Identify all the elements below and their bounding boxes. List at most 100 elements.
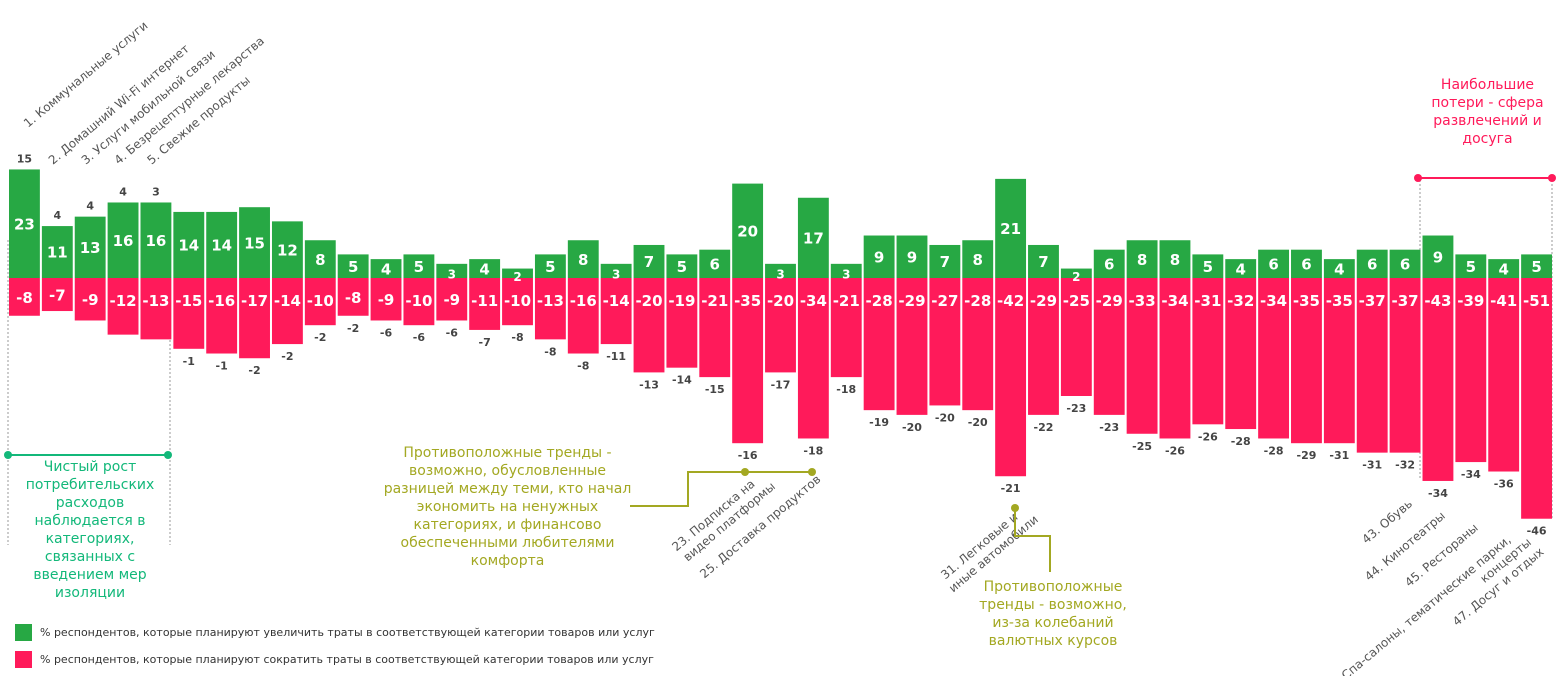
bar-decrease-label: -14	[603, 292, 630, 310]
bar-increase	[765, 263, 796, 278]
bar-decrease	[600, 278, 632, 345]
bar-decrease-label: -35	[1293, 292, 1320, 310]
annotation-dot	[1011, 504, 1019, 512]
bar-increase	[1323, 259, 1355, 278]
bar-increase	[1389, 249, 1421, 278]
bar-decrease-label: -10	[405, 292, 432, 310]
net-label: -34	[1461, 468, 1481, 481]
bar-decrease-label: -17	[241, 292, 268, 310]
bar-decrease	[995, 278, 1027, 477]
bar-increase-label: 8	[973, 251, 983, 269]
net-label: -25	[1132, 440, 1152, 453]
bar-increase-label: 7	[1038, 253, 1048, 271]
bar-increase-label: 2	[1072, 270, 1080, 284]
bar-decrease-label: -15	[175, 292, 202, 310]
bar-increase	[370, 259, 402, 278]
bar-decrease-label: -41	[1490, 292, 1517, 310]
net-label: 4	[53, 209, 61, 222]
category-label: 44. Кинотеатры	[1362, 509, 1448, 584]
bar-increase	[304, 240, 336, 278]
bar-increase	[9, 169, 40, 278]
bar-increase	[534, 254, 566, 278]
bar-decrease	[41, 278, 73, 312]
bar-decrease-label: -21	[701, 292, 728, 310]
bar-decrease	[1323, 278, 1355, 444]
bar-increase-label: 3	[612, 267, 620, 281]
bar-increase-label: 8	[1170, 251, 1180, 269]
bar-increase-label: 20	[737, 223, 758, 241]
bar-increase	[995, 178, 1027, 278]
annotation-left: Чистый рост потребительских расходов наб…	[25, 459, 155, 601]
bar-increase-label: 12	[277, 241, 298, 259]
bar-decrease	[436, 278, 468, 321]
bar-increase	[797, 197, 829, 278]
bar-increase	[1126, 240, 1158, 278]
net-label: -16	[738, 449, 758, 462]
bar-increase-label: 2	[513, 270, 521, 284]
net-label: -23	[1099, 421, 1119, 434]
bar-decrease	[896, 278, 928, 415]
bar-decrease-label: -7	[49, 287, 66, 305]
net-label: -31	[1362, 459, 1382, 472]
annotation-dot	[1548, 174, 1556, 182]
bar-decrease	[1159, 278, 1191, 439]
bar-increase-label: 16	[145, 232, 166, 250]
bar-increase-label: 8	[578, 251, 588, 269]
bar-increase	[1422, 235, 1454, 278]
bar-decrease-label: -37	[1392, 292, 1419, 310]
bar-decrease-label: -19	[668, 292, 695, 310]
bar-increase-label: 16	[113, 232, 134, 250]
bar-decrease-label: -14	[274, 292, 301, 310]
net-label: -8	[511, 331, 523, 344]
net-label: -31	[1329, 449, 1349, 462]
bar-increase-label: 15	[244, 234, 265, 252]
annotation-dot	[164, 451, 172, 459]
bar-decrease	[502, 278, 533, 326]
bar-increase	[271, 221, 303, 278]
net-label: -32	[1395, 459, 1415, 472]
bar-decrease-label: -42	[997, 292, 1024, 310]
net-label: 4	[119, 185, 127, 198]
bar-decrease-label: -13	[142, 292, 169, 310]
annotation-middle-line	[630, 471, 812, 507]
bar-decrease	[1225, 278, 1257, 430]
net-label: -2	[347, 322, 359, 335]
net-label: -14	[672, 374, 692, 387]
bar-decrease	[534, 278, 566, 340]
bar-decrease	[962, 278, 994, 411]
bar-decrease-label: -11	[471, 292, 498, 310]
bar-increase-label: 5	[1531, 258, 1541, 276]
bar-decrease	[699, 278, 731, 378]
bar-decrease-label: -20	[635, 292, 662, 310]
bar-decrease-label: -10	[504, 292, 531, 310]
bar-decrease	[633, 278, 665, 373]
bar-decrease	[140, 278, 172, 340]
bar-increase-label: 4	[1334, 260, 1344, 278]
net-label: -26	[1165, 444, 1185, 457]
bar-decrease-label: -43	[1424, 292, 1451, 310]
bar-increase-label: 7	[940, 253, 950, 271]
net-label: -22	[1034, 421, 1054, 434]
bar-increase	[666, 254, 698, 278]
bar-increase	[1093, 249, 1125, 278]
bar-increase-label: 4	[381, 260, 391, 278]
annotation-right: Наибольшие потери - сфера развлечений и …	[1431, 77, 1544, 147]
bar-decrease-label: -20	[767, 292, 794, 310]
bar-increase	[1028, 244, 1059, 278]
net-label: -2	[248, 364, 260, 377]
bar-increase	[1455, 254, 1487, 278]
bar-increase	[1291, 249, 1322, 278]
bar-decrease	[1258, 278, 1290, 439]
bar-decrease-label: -35	[1326, 292, 1353, 310]
net-label: -28	[1231, 435, 1251, 448]
annotation-dot	[1414, 174, 1422, 182]
bar-increase-label: 4	[1498, 260, 1508, 278]
bar-decrease-label: -34	[1260, 292, 1287, 310]
bar-increase	[929, 244, 961, 278]
bar-decrease	[765, 278, 796, 373]
bar-decrease	[797, 278, 829, 439]
bar-decrease	[567, 278, 599, 354]
bar-increase-label: 11	[47, 244, 68, 262]
bar-decrease	[1126, 278, 1158, 434]
bar-decrease-label: -34	[1161, 292, 1188, 310]
